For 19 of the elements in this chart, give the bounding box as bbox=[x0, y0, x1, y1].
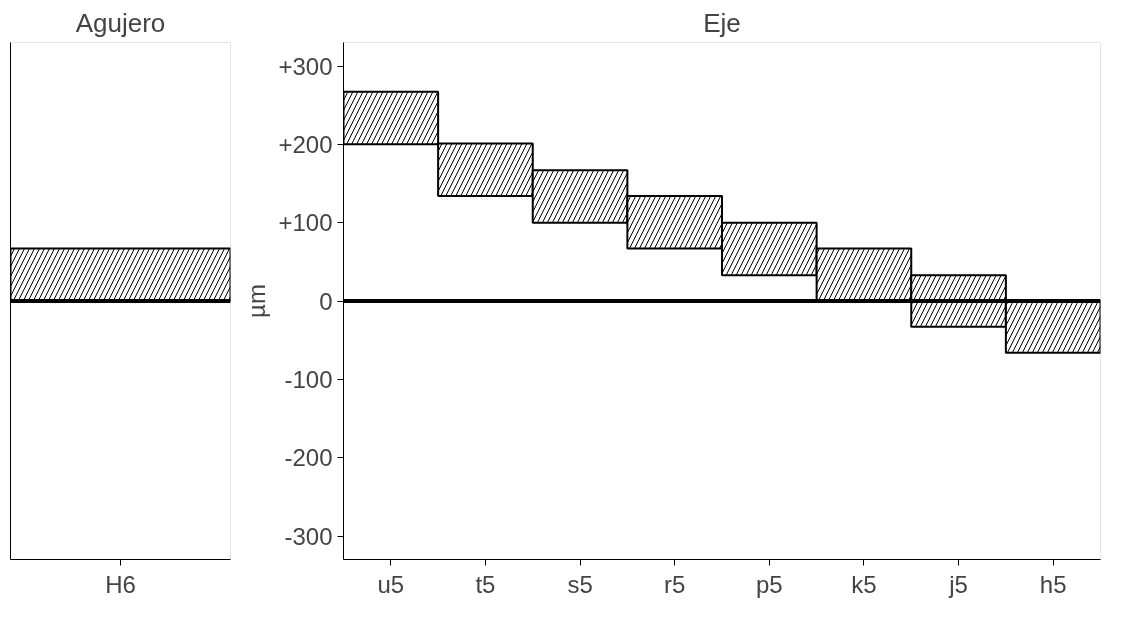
y-tick-label: 0 bbox=[319, 287, 333, 315]
x-tick-label: r5 bbox=[664, 570, 686, 598]
x-tick-label: k5 bbox=[851, 570, 877, 598]
chart-title: Agujero bbox=[75, 7, 166, 38]
x-tick-label: H6 bbox=[105, 570, 136, 598]
x-tick-label: t5 bbox=[475, 570, 496, 598]
y-tick-label: +100 bbox=[278, 209, 333, 237]
x-tick-label: p5 bbox=[755, 570, 783, 598]
y-tick-label: +300 bbox=[278, 52, 333, 80]
y-tick-label: -200 bbox=[284, 444, 333, 472]
x-tick-label: s5 bbox=[567, 570, 593, 598]
x-tick-label: h5 bbox=[1039, 570, 1067, 598]
y-tick-label: +200 bbox=[278, 130, 333, 158]
y-tick-label: -300 bbox=[284, 522, 333, 550]
x-tick-label: u5 bbox=[377, 570, 405, 598]
chart-title: Eje bbox=[703, 7, 741, 38]
x-tick-label: j5 bbox=[948, 570, 968, 598]
y-tick-label: -100 bbox=[284, 365, 333, 393]
y-axis-title: µm bbox=[243, 284, 271, 318]
